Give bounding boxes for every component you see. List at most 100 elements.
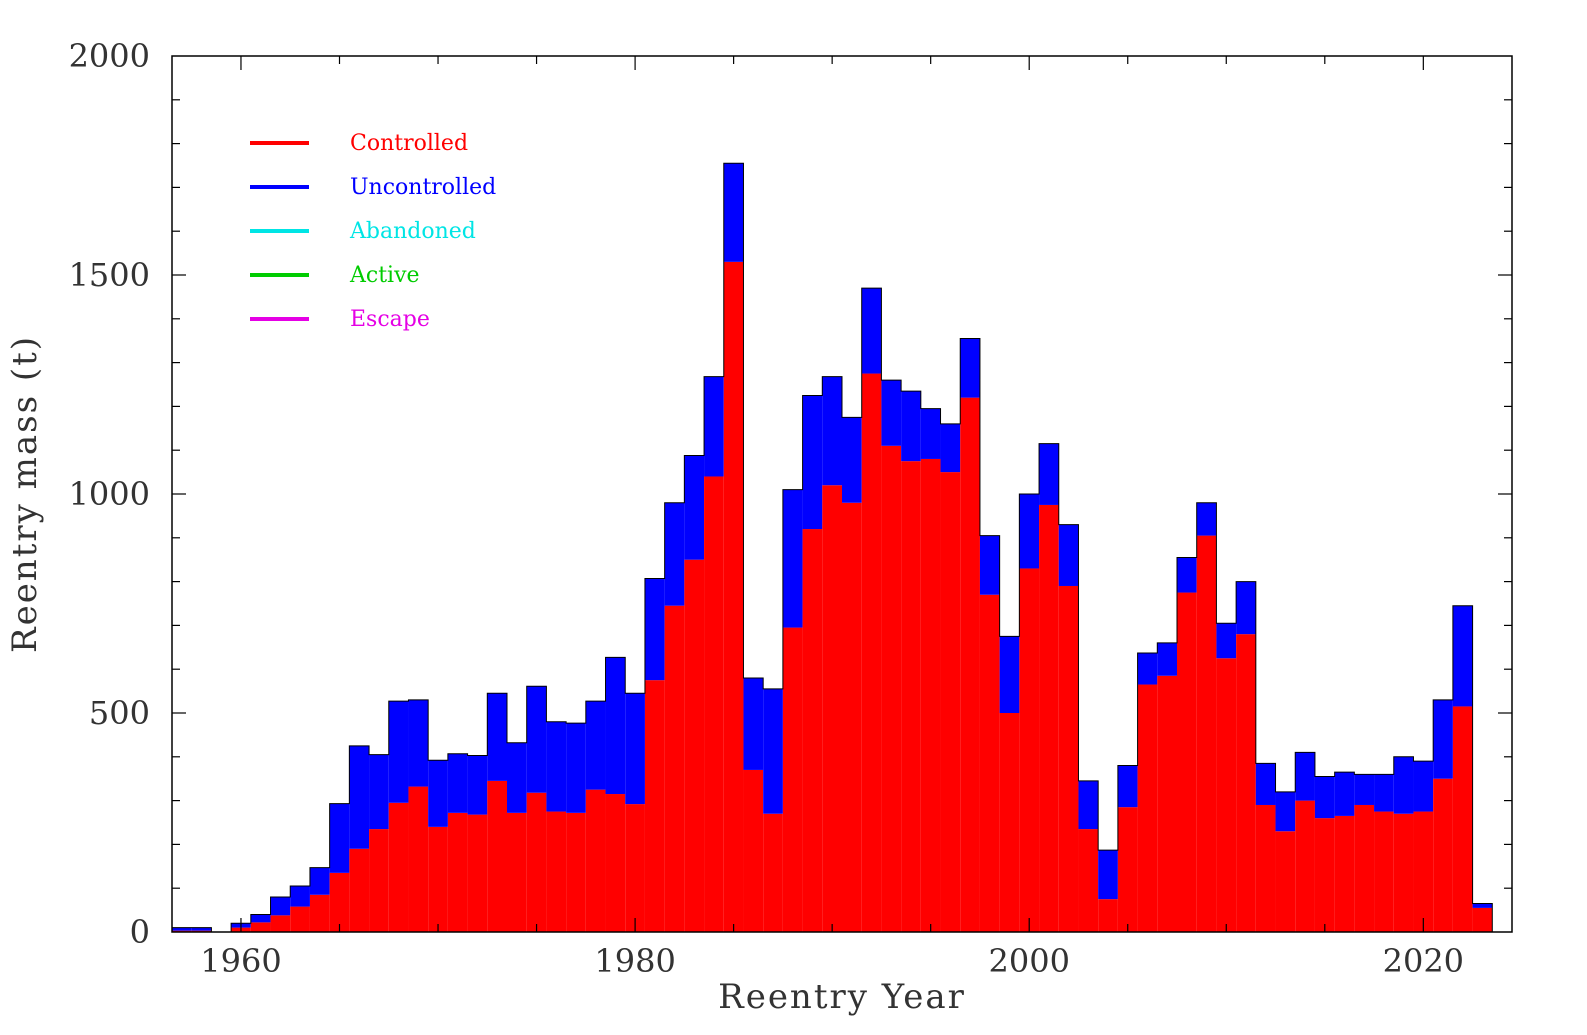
bar-uncontrolled-1963 [290, 886, 310, 907]
bar-controlled-1974 [507, 812, 527, 932]
bar-controlled-1997 [960, 397, 980, 932]
bar-controlled-1970 [428, 826, 448, 932]
bar-uncontrolled-2020 [1413, 761, 1434, 812]
bar-controlled-1977 [566, 812, 586, 932]
bar-uncontrolled-1999 [999, 636, 1020, 713]
bar-uncontrolled-1964 [309, 867, 330, 895]
bar-controlled-1967 [369, 829, 389, 932]
bar-uncontrolled-1992 [861, 288, 882, 374]
bar-controlled-1962 [270, 915, 291, 932]
bar-uncontrolled-1976 [546, 721, 567, 812]
bar-controlled-1981 [644, 680, 665, 932]
bar-uncontrolled-1977 [566, 723, 586, 813]
bar-controlled-1963 [290, 906, 310, 932]
legend: Controlled Uncontrolled Abandoned Active Esc… [250, 131, 496, 332]
tick-labels-layer: 1960 1980 2000 2020 0 500 1000 1500 2000 [69, 37, 1464, 980]
bar-uncontrolled-1969 [408, 699, 429, 787]
bar-uncontrolled-1994 [901, 391, 921, 462]
histogram-outline [171, 162, 1512, 933]
bar-uncontrolled-1981 [644, 578, 665, 681]
bar-controlled-2018 [1374, 811, 1394, 932]
bar-controlled-1989 [802, 529, 823, 932]
bar-uncontrolled-2008 [1177, 557, 1197, 593]
bar-uncontrolled-2014 [1295, 752, 1315, 801]
bar-uncontrolled-1995 [920, 408, 941, 459]
bar-controlled-1969 [408, 786, 429, 932]
bar-controlled-1978 [585, 789, 606, 932]
bar-uncontrolled-2003 [1078, 780, 1099, 830]
bar-controlled-2022 [1452, 706, 1473, 932]
bar-uncontrolled-1968 [388, 701, 409, 803]
bar-uncontrolled-1965 [329, 803, 350, 873]
bar-uncontrolled-1986 [743, 677, 764, 770]
bar-controlled-2010 [1216, 658, 1237, 932]
bar-controlled-2004 [1098, 899, 1118, 932]
bar-uncontrolled-2005 [1117, 765, 1138, 808]
legend-label-active: Active [349, 263, 420, 288]
bar-uncontrolled-2012 [1255, 763, 1276, 805]
bar-controlled-2012 [1255, 804, 1276, 932]
bar-controlled-2005 [1117, 807, 1138, 932]
bar-controlled-1996 [940, 472, 961, 932]
bar-uncontrolled-1990 [822, 376, 842, 486]
bar-controlled-1976 [546, 811, 567, 932]
bar-controlled-1961 [250, 922, 271, 932]
bar-uncontrolled-1974 [507, 742, 527, 813]
bar-controlled-1973 [487, 780, 507, 932]
bar-controlled-2001 [1039, 504, 1059, 932]
bar-uncontrolled-2022 [1452, 605, 1473, 707]
y-tick-label-1500: 1500 [69, 256, 150, 294]
bar-uncontrolled-1991 [842, 417, 862, 503]
bar-uncontrolled-1997 [960, 338, 980, 398]
legend-label-controlled: Controlled [350, 131, 468, 156]
bar-controlled-1985 [723, 261, 744, 932]
bar-uncontrolled-1996 [940, 423, 961, 473]
bar-controlled-1966 [349, 848, 370, 932]
bar-uncontrolled-1988 [782, 489, 803, 628]
bar-uncontrolled-2023 [1472, 903, 1493, 908]
bar-controlled-1991 [842, 502, 862, 932]
bar-controlled-1994 [901, 461, 921, 932]
bar-controlled-1964 [309, 894, 330, 932]
bar-uncontrolled-1972 [467, 755, 488, 815]
bar-uncontrolled-1962 [270, 896, 291, 916]
bar-controlled-1971 [447, 812, 468, 932]
plot-frame [171, 55, 1513, 933]
bar-uncontrolled-2013 [1275, 791, 1296, 832]
bar-controlled-2013 [1275, 831, 1296, 932]
bar-uncontrolled-2011 [1236, 581, 1256, 635]
bar-controlled-2007 [1157, 675, 1177, 932]
x-axis-title: Reentry Year [718, 977, 966, 1017]
bar-controlled-1993 [881, 445, 902, 932]
bar-uncontrolled-2000 [1019, 494, 1040, 569]
bar-uncontrolled-1987 [763, 688, 783, 814]
bar-controlled-2014 [1295, 800, 1315, 932]
x-tick-label-1980: 1980 [594, 942, 675, 980]
bar-uncontrolled-2021 [1433, 699, 1453, 779]
bar-uncontrolled-1985 [723, 163, 744, 262]
bar-uncontrolled-1971 [447, 753, 468, 813]
bar-controlled-1982 [664, 605, 685, 932]
bar-uncontrolled-2004 [1098, 850, 1118, 900]
legend-label-escape: Escape [350, 307, 430, 332]
bar-uncontrolled-2007 [1157, 642, 1177, 676]
bar-controlled-2020 [1413, 811, 1434, 932]
bar-controlled-1998 [979, 594, 1000, 932]
bar-controlled-2021 [1433, 778, 1453, 932]
bar-uncontrolled-1978 [585, 701, 606, 790]
x-tick-label-2000: 2000 [988, 942, 1069, 980]
bar-uncontrolled-1970 [428, 760, 448, 827]
bar-controlled-2017 [1354, 804, 1375, 932]
bar-uncontrolled-1958 [191, 927, 212, 931]
bar-uncontrolled-1966 [349, 745, 370, 849]
bar-uncontrolled-1983 [684, 455, 705, 560]
y-tick-label-2000: 2000 [69, 37, 150, 75]
bar-uncontrolled-2010 [1216, 623, 1237, 659]
bar-controlled-1987 [763, 813, 783, 932]
y-tick-label-500: 500 [89, 694, 150, 732]
bar-uncontrolled-1980 [625, 693, 645, 805]
legend-label-abandoned: Abandoned [349, 219, 476, 244]
bar-controlled-1983 [684, 559, 705, 932]
bar-controlled-2003 [1078, 829, 1099, 932]
